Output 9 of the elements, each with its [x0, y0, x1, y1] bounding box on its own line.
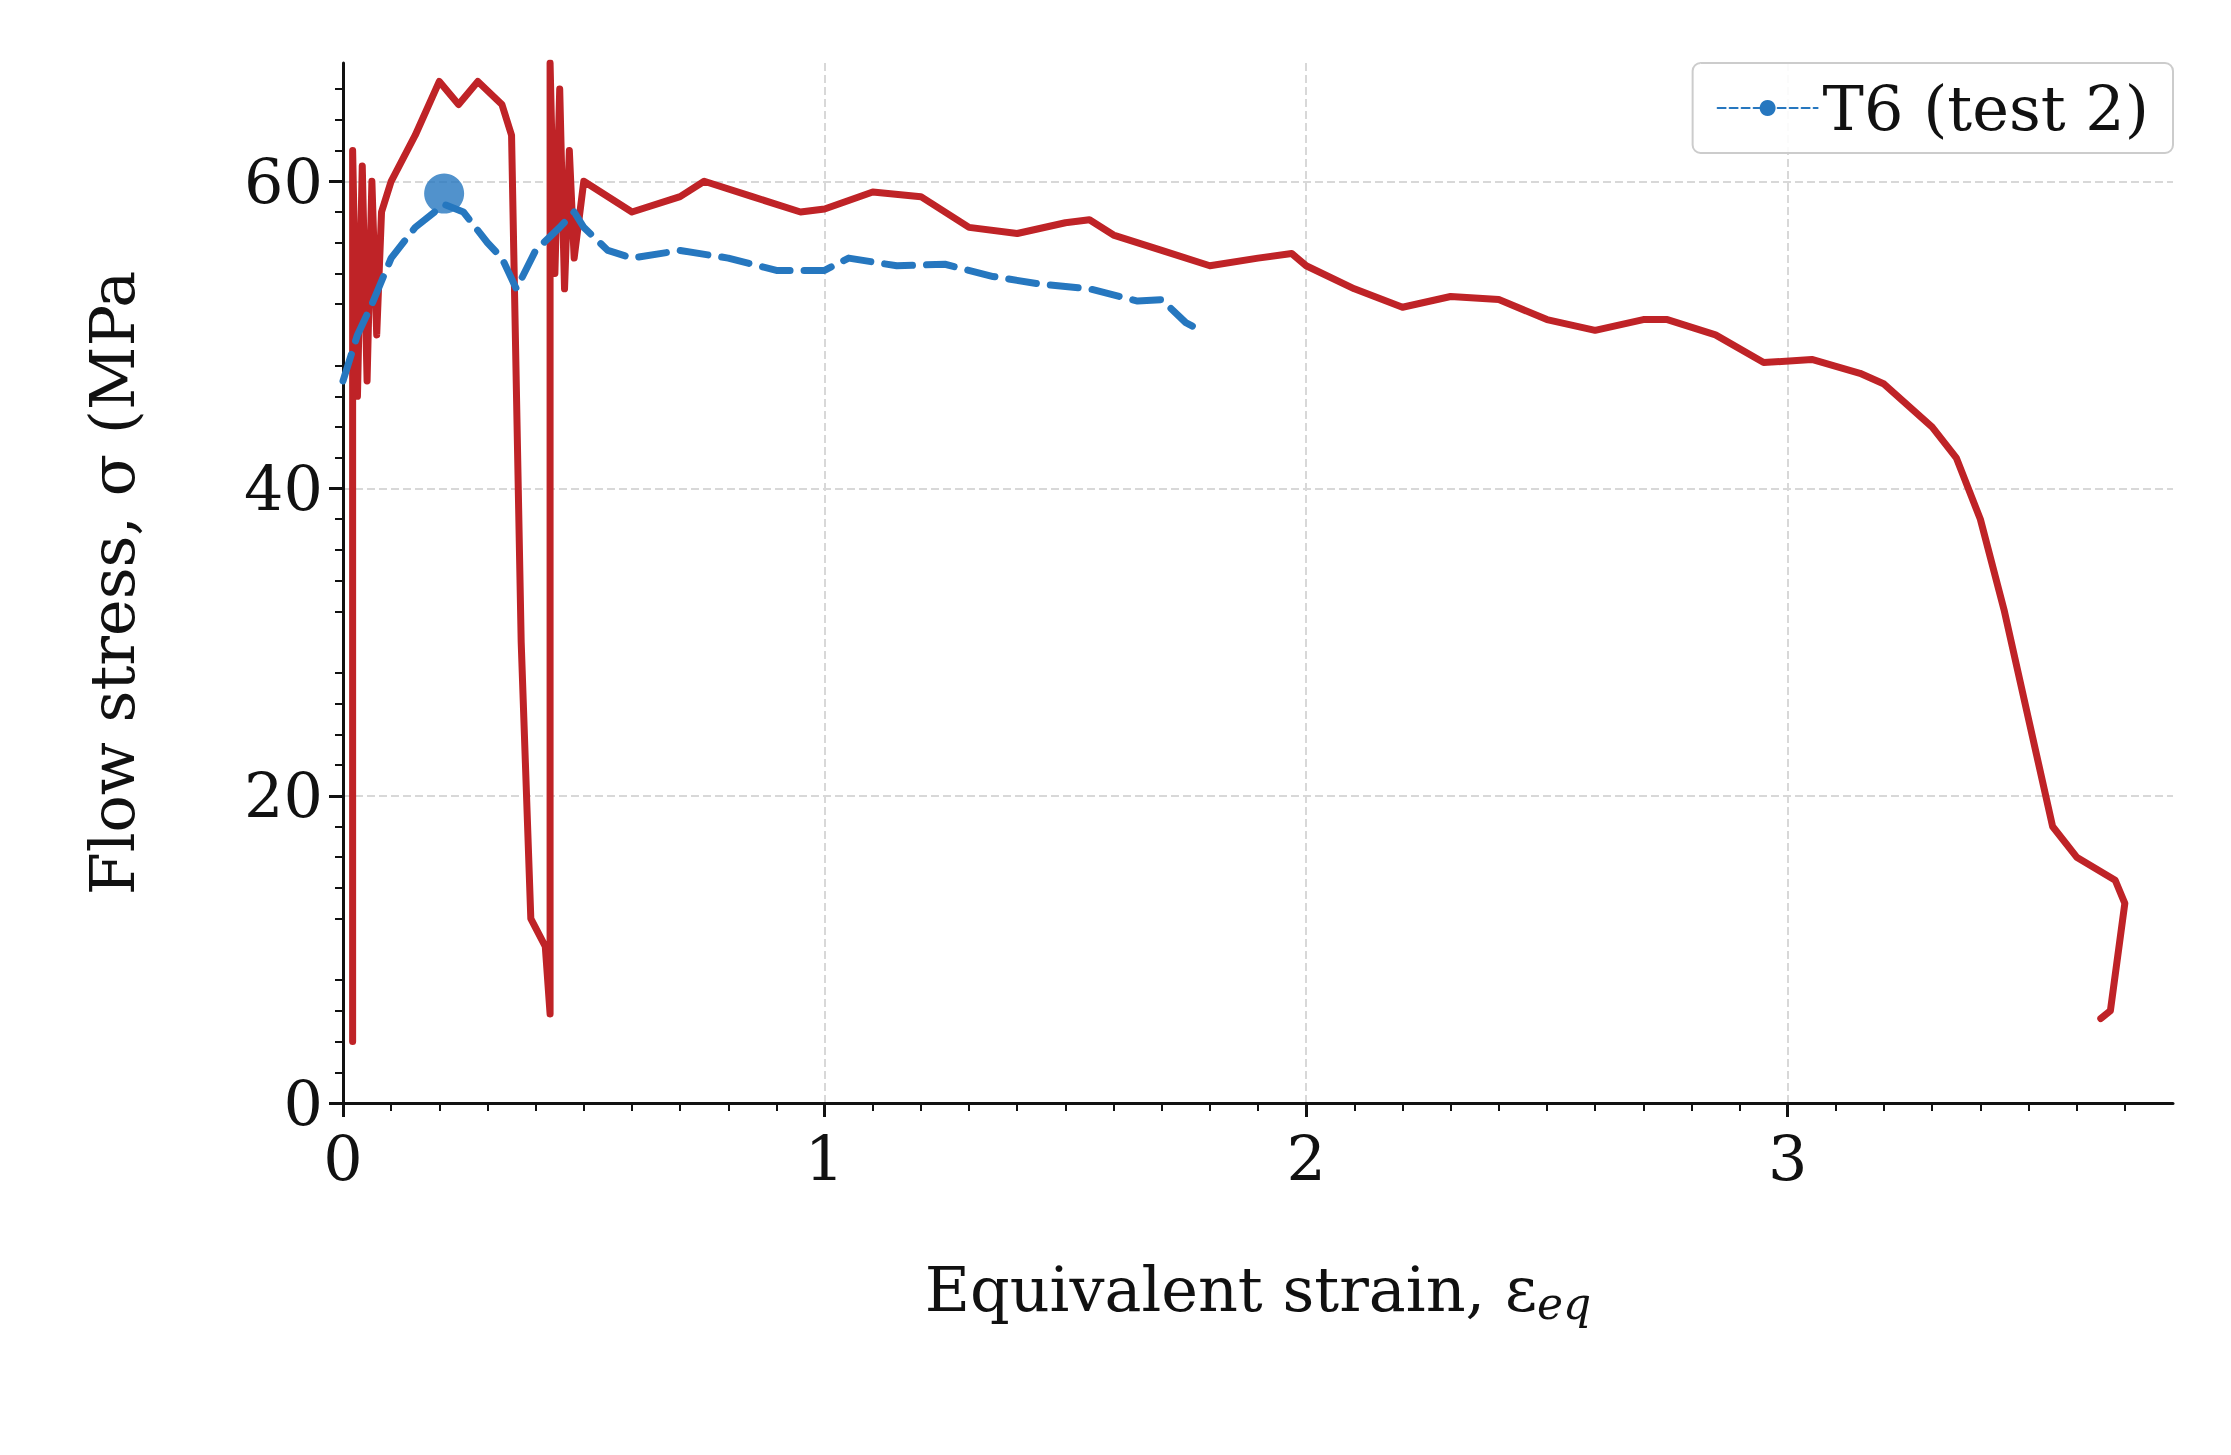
y-tick-label: 40 [244, 452, 323, 526]
y-tick-label: 20 [244, 759, 323, 833]
y-tick-label: 0 [283, 1066, 323, 1140]
y-tick-label: 60 [244, 144, 323, 218]
x-tick-label: 3 [1768, 1121, 1808, 1195]
x-tick-label: 2 [1286, 1121, 1326, 1195]
y-axis-title: Flow stress, σ (MPa [75, 270, 149, 896]
legend-label: T6 (test 2) [1822, 71, 2150, 145]
x-tick-label: 1 [804, 1121, 845, 1195]
